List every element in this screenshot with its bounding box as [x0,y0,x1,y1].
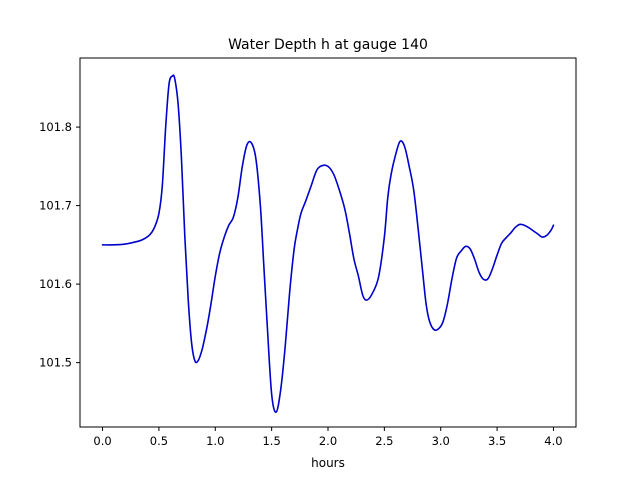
y-tick-label: 101.6 [39,277,72,291]
plot-area [80,58,576,427]
x-tick-label: 4.0 [544,434,562,448]
chart-title: Water Depth h at gauge 140 [228,37,428,53]
x-tick-label: 2.5 [375,434,393,448]
y-tick-label: 101.7 [39,199,72,213]
x-tick-label: 1.5 [262,434,280,448]
x-axis-label: hours [311,456,345,470]
plot-frame [79,57,577,428]
x-axis: 0.0 0.5 1.0 1.5 2.0 2.5 3.0 3.5 4.0 [93,427,563,448]
x-tick-label: 3.0 [432,434,450,448]
x-tick-label: 3.5 [488,434,506,448]
x-tick-label: 0.5 [150,434,168,448]
x-tick-label: 1.0 [206,434,224,448]
y-tick-label: 101.5 [39,356,72,370]
y-tick-label: 101.8 [39,120,72,134]
series-line [101,74,555,413]
x-tick-label: 2.0 [319,434,337,448]
x-tick-label: 0.0 [93,434,111,448]
y-axis: 101.5 101.6 101.7 101.8 [39,120,80,370]
